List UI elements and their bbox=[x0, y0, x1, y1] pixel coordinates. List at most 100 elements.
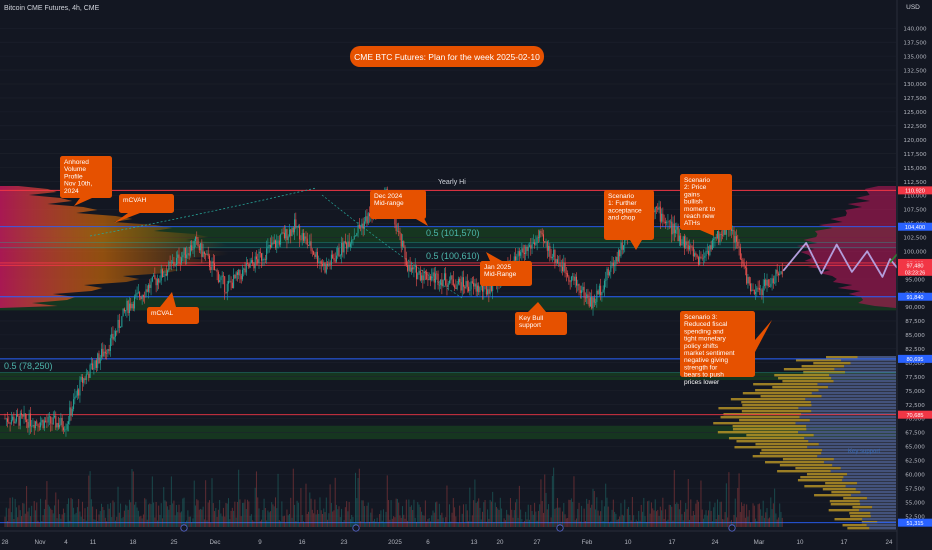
volume-bar bbox=[292, 468, 294, 527]
volume-bar bbox=[128, 499, 130, 527]
volume-bar bbox=[614, 511, 616, 527]
x-tick-label: 13 bbox=[471, 539, 478, 546]
volume-bar bbox=[719, 501, 721, 527]
volume-bar bbox=[108, 508, 110, 527]
candle-body bbox=[230, 280, 232, 283]
candle-body bbox=[243, 268, 245, 270]
volume-bar bbox=[371, 508, 373, 527]
volume-bar bbox=[370, 512, 372, 527]
event-marker-icon[interactable] bbox=[728, 524, 736, 532]
volume-bar bbox=[396, 498, 398, 527]
candle-body bbox=[564, 263, 566, 273]
volume-bar bbox=[451, 512, 453, 527]
event-marker-icon[interactable] bbox=[352, 524, 360, 532]
volume-bar bbox=[607, 506, 609, 527]
volume-bar bbox=[156, 520, 158, 527]
volume-bar bbox=[395, 498, 397, 527]
candle-body bbox=[419, 270, 421, 281]
volume-bar bbox=[174, 515, 176, 527]
callout-dec2024: Dec 2024 Mid-range bbox=[370, 190, 428, 226]
candle-body bbox=[766, 279, 768, 286]
volume-bar bbox=[635, 519, 637, 527]
candle-body bbox=[165, 273, 167, 276]
x-tick-label: 18 bbox=[130, 539, 137, 546]
candle-body bbox=[518, 251, 520, 256]
volume-bar bbox=[393, 516, 395, 527]
volume-bar bbox=[562, 511, 564, 527]
volume-bar bbox=[692, 510, 694, 527]
candle-body bbox=[226, 283, 228, 293]
volume-bar bbox=[727, 517, 729, 527]
event-marker-icon[interactable] bbox=[180, 524, 188, 532]
volume-bar bbox=[541, 501, 543, 527]
volume-bar bbox=[466, 510, 468, 527]
candle-body bbox=[59, 425, 61, 428]
vp-bar-blue bbox=[811, 410, 896, 413]
candle-body bbox=[708, 250, 710, 256]
volume-bar bbox=[89, 471, 91, 527]
candle-body bbox=[179, 263, 181, 264]
volume-bar bbox=[412, 509, 414, 527]
volume-bar bbox=[347, 511, 349, 527]
volume-bar bbox=[337, 509, 339, 527]
volume-bar bbox=[163, 487, 165, 527]
volume-bar bbox=[755, 518, 757, 527]
candle-body bbox=[695, 253, 697, 256]
volume-bar bbox=[362, 500, 364, 527]
volume-bar bbox=[179, 512, 181, 527]
candle-body bbox=[76, 389, 78, 396]
volume-bar bbox=[530, 504, 532, 527]
y-tick-label: 55,000 bbox=[905, 500, 925, 506]
candle-body bbox=[88, 373, 90, 378]
candle-body bbox=[280, 234, 282, 245]
candle-body bbox=[332, 254, 334, 258]
volume-bar bbox=[123, 510, 125, 527]
volume-bar bbox=[253, 521, 255, 527]
candle-body bbox=[113, 336, 115, 340]
vp-bar-blue bbox=[834, 368, 896, 371]
candle-body bbox=[409, 264, 411, 272]
volume-bar bbox=[149, 503, 151, 527]
candle-body bbox=[229, 280, 231, 282]
volume-bar bbox=[315, 514, 317, 527]
candle-body bbox=[285, 229, 287, 239]
volume-bar bbox=[276, 508, 278, 527]
candle-body bbox=[530, 245, 532, 249]
volume-bar bbox=[471, 515, 473, 527]
volume-bar bbox=[367, 502, 369, 527]
candle-body bbox=[17, 413, 19, 416]
volume-bar bbox=[249, 515, 251, 527]
vp-bar-blue bbox=[804, 437, 896, 440]
event-marker-icon[interactable] bbox=[556, 524, 564, 532]
y-tick-label: 140,000 bbox=[903, 26, 927, 32]
candle-body bbox=[195, 237, 196, 242]
volume-bar bbox=[700, 480, 702, 527]
callout-tail bbox=[630, 240, 642, 250]
volume-bar bbox=[81, 501, 83, 527]
volume-bar bbox=[219, 499, 221, 527]
candle-body bbox=[539, 231, 541, 239]
volume-bar bbox=[509, 498, 511, 527]
candle-body bbox=[358, 224, 360, 228]
volume-bar bbox=[729, 521, 731, 527]
volume-bar bbox=[368, 521, 370, 527]
volume-bar bbox=[449, 504, 450, 527]
callout-box bbox=[480, 261, 532, 286]
volume-bar bbox=[428, 518, 430, 527]
vp-bar-blue bbox=[813, 434, 896, 437]
candle-body bbox=[421, 275, 423, 281]
candle-body bbox=[762, 286, 764, 296]
candle-body bbox=[611, 262, 613, 266]
volume-bar bbox=[666, 520, 668, 527]
candle-body bbox=[720, 233, 722, 235]
callout-scenario1: Scenario 1: Further acceptance and chop bbox=[604, 190, 654, 250]
callouts-layer: Anhored Volume Profile Nov 10th, 2024 mCVAH mC… bbox=[60, 156, 772, 386]
candle-body bbox=[145, 289, 147, 297]
candle-body bbox=[602, 289, 604, 292]
vp-bar-blue bbox=[842, 479, 896, 482]
candle-body bbox=[355, 235, 357, 237]
volume-bar bbox=[714, 502, 716, 527]
price-tag bbox=[898, 518, 932, 527]
vp-bar-blue bbox=[821, 449, 896, 452]
